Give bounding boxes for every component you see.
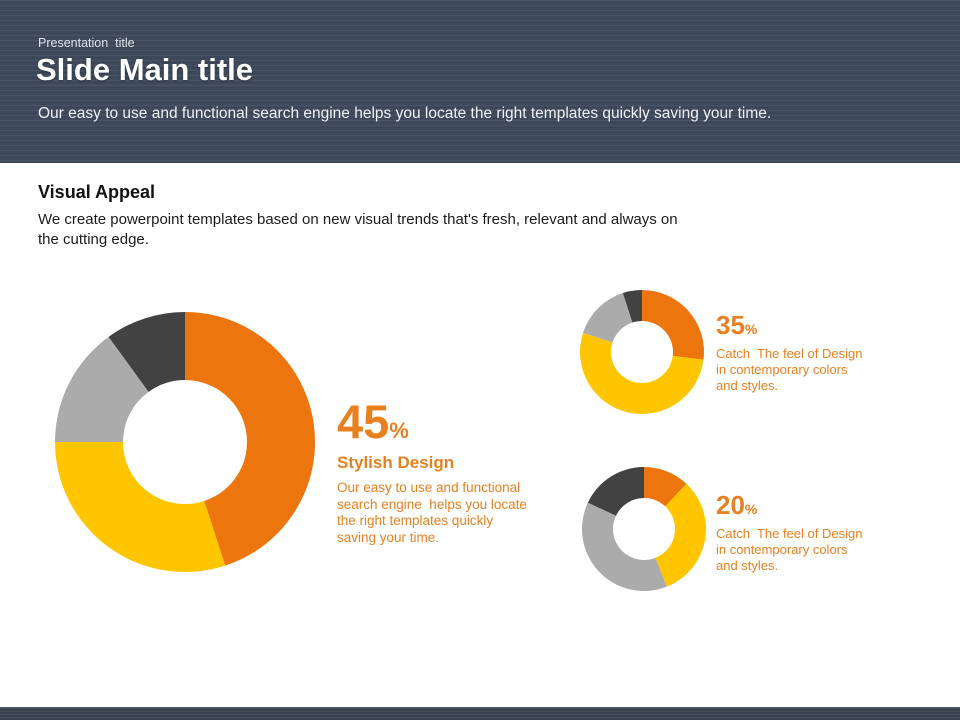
stat-value-45: 45 [337,395,390,448]
donut-chart-main [50,307,320,577]
stat-block-35: 35% Catch The feel of Design in contempo… [716,312,916,394]
stat-block-45: 45% Stylish Design Our easy to use and f… [337,398,547,546]
stat-value-row: 45% [337,398,547,445]
slide-header-band: Presentation title Slide Main title Our … [0,0,960,163]
slide-footer-band [0,707,960,720]
donut-segment-orange [644,467,687,507]
stat-title-stylish-design: Stylish Design [337,453,455,472]
percent-sign: % [744,321,758,337]
stat-block-20: 20% Catch The feel of Design in contempo… [716,492,916,574]
stat-value-20: 20 [716,490,745,520]
donut-chart-main-svg [55,312,316,573]
stat-description: Our easy to use and functional search en… [337,480,527,545]
stat-value-35: 35 [716,310,745,340]
donut-chart-small-top-svg [580,290,704,414]
donut-segment-yellow [655,483,707,587]
percent-sign: % [389,418,409,443]
donut-segment-dark-gray [622,290,642,323]
presentation-title-kicker: Presentation title [38,36,135,50]
donut-segment-dark-gray [587,467,644,516]
stat-description: Catch The feel of Design in contemporary… [716,526,863,573]
donut-chart-small-bottom-svg [581,467,707,592]
donut-segment-yellow [55,442,226,573]
donut-segment-yellow [580,332,704,414]
donut-segment-orange [185,312,316,566]
percent-sign: % [744,501,758,517]
stat-value-row: 20% [716,492,916,519]
donut-chart-small-top [578,288,706,416]
slide-subtitle: Our easy to use and functional search en… [38,105,772,122]
stat-description: Catch The feel of Design in contemporary… [716,346,863,393]
donut-segment-orange [642,290,704,360]
donut-chart-small-bottom [580,465,708,593]
slide-main-title: Slide Main title [36,52,254,87]
section-heading: Visual Appeal [38,182,156,202]
stat-value-row: 35% [716,312,916,339]
donut-segment-dark-gray [108,312,185,392]
donut-segment-gray [581,502,667,592]
donut-segment-gray [583,293,633,343]
section-body-text: We create powerpoint templates based on … [38,211,678,248]
donut-segment-gray [55,336,149,442]
